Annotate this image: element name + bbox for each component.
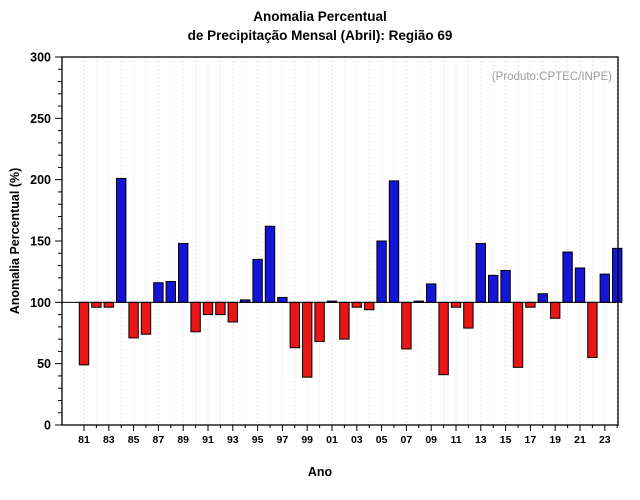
bar-2007 [401,301,412,350]
bar-2019 [550,301,561,319]
y-tick-label: 300 [30,51,51,65]
bar-1986 [140,301,152,335]
y-tick-label: 100 [30,296,51,310]
bar-1985 [128,301,139,339]
bar-1990 [190,301,201,333]
x-tick-label: 23 [599,434,611,446]
x-axis-label: Ano [307,465,333,479]
bar-1981 [78,301,90,366]
y-tick-label: 250 [30,112,51,126]
bar-1988 [165,280,177,303]
bar-2010 [438,301,449,376]
bar-1996 [264,225,276,303]
bar-2022 [587,301,598,359]
bar-1997 [277,296,288,303]
bar-2002 [339,301,350,340]
bar-2020 [562,251,573,303]
bar-1999 [302,301,313,378]
chart-title-line2: de Precipitação Mensal (Abril): Região 6… [187,28,453,43]
bar-2009 [426,283,437,303]
source-annotation: (Produto:CPTEC/INPE) [491,71,612,83]
bar-2014 [488,274,499,303]
bar-2003 [351,301,363,308]
bar-1989 [178,242,189,303]
bar-2011 [450,301,462,308]
x-tick-label: 19 [549,434,561,446]
bar-1982 [91,301,102,308]
bar-2006 [388,180,400,303]
x-tick-label: 07 [401,434,413,446]
bar-2021 [574,267,586,303]
bar-2023 [599,273,610,303]
bar-1987 [153,282,164,303]
bar-2004 [364,301,375,311]
y-tick-label: 0 [44,419,51,433]
bar-1992 [215,301,226,316]
y-tick-label: 50 [37,357,51,371]
x-tick-label: 95 [252,434,264,446]
x-tick-label: 85 [128,434,140,446]
x-tick-label: 21 [574,434,586,446]
bar-2005 [376,240,387,303]
x-tick-label: 87 [153,434,165,446]
bar-1991 [202,301,214,316]
x-tick-label: 81 [78,434,90,446]
bar-1983 [103,301,114,308]
bar-1984 [116,177,127,303]
x-tick-label: 17 [525,434,537,446]
x-tick-label: 13 [475,434,487,446]
bar-2016 [512,301,524,368]
plot-frame [61,56,619,426]
y-tick-label: 150 [30,235,51,249]
chart-title-line1: Anomalia Percentual [253,9,387,24]
x-tick-label: 91 [202,434,214,446]
bar-1993 [227,301,239,323]
bar-2013 [475,242,487,303]
x-tick-label: 97 [277,434,289,446]
bar-2000 [314,301,325,343]
x-tick-label: 15 [500,434,512,446]
bar-1995 [252,258,263,303]
bar-1998 [289,301,301,349]
x-tick-label: 11 [450,434,461,446]
bar-2017 [525,301,536,308]
bar-2015 [500,269,511,303]
x-tick-label: 05 [376,434,388,446]
y-tick-label: 200 [30,173,51,187]
x-tick-label: 99 [301,434,313,446]
bar-2012 [463,301,474,329]
x-tick-label: 01 [326,434,338,446]
bar-2024 [612,247,623,303]
x-tick-label: 03 [351,434,363,446]
bar-2018 [537,293,548,303]
x-tick-label: 89 [177,434,189,446]
x-tick-label: 83 [103,434,115,446]
x-tick-label: 93 [227,434,239,446]
x-tick-label: 09 [425,434,437,446]
